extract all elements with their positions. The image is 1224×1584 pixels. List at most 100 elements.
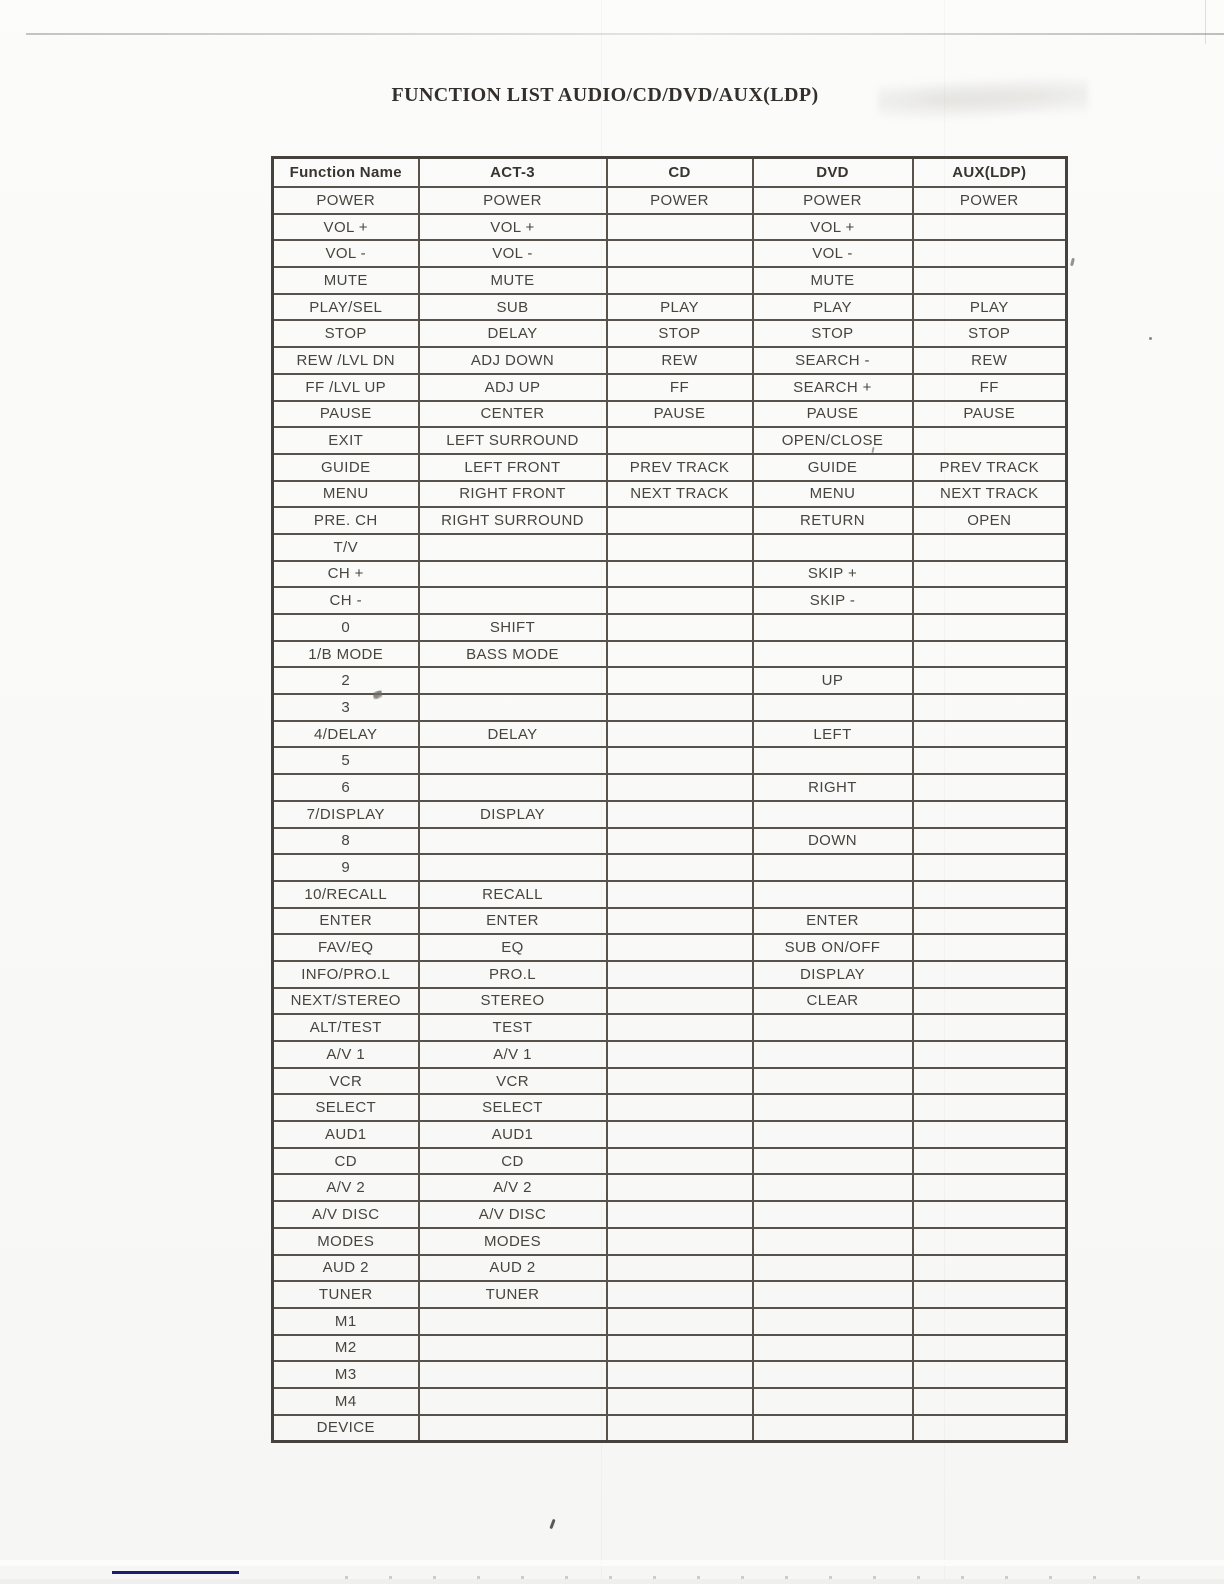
table-cell: POWER (911, 186, 1068, 215)
table-cell (605, 799, 754, 829)
table-cell (605, 506, 754, 535)
table-cell: SELECT (271, 1093, 420, 1123)
table-cell (605, 826, 754, 856)
table-cell: 8 (271, 826, 420, 856)
table-cell: 10/RECALL (271, 879, 420, 909)
table-cell: SEARCH - (751, 346, 914, 375)
table-cell (417, 693, 608, 722)
table-cell: PAUSE (911, 399, 1068, 429)
table-cell: GUIDE (271, 452, 420, 482)
table-cell (751, 1200, 914, 1229)
table-cell (605, 746, 754, 776)
table-cell: TEST (417, 1013, 608, 1042)
table-cell (911, 639, 1068, 669)
table-cell: VOL + (417, 212, 608, 242)
table-cell (605, 1066, 754, 1096)
table-cell (751, 853, 914, 882)
table-cell: M1 (271, 1306, 420, 1336)
table-row: CH + SKIP + (271, 559, 1068, 589)
table-cell (605, 1253, 754, 1283)
table-cell (911, 1386, 1068, 1416)
table-cell: VOL - (751, 239, 914, 269)
table-cell (911, 266, 1068, 295)
table-cell (911, 906, 1068, 936)
table-cell: CH - (271, 586, 420, 615)
table-cell: AUD 2 (417, 1253, 608, 1283)
table-cell (417, 1360, 608, 1389)
table-cell: ENTER (417, 906, 608, 936)
table-cell (605, 613, 754, 642)
table-cell (605, 586, 754, 615)
table-cell (911, 1280, 1068, 1309)
column-header-aux-ldp: AUX(LDP) (911, 156, 1068, 188)
table-cell: OPEN/CLOSE (751, 426, 914, 455)
table-cell: RECALL (417, 879, 608, 909)
table-cell (417, 853, 608, 882)
table-row: T/V (271, 532, 1068, 562)
table-row: 6 RIGHT (271, 773, 1068, 802)
table-cell: A/V DISC (271, 1200, 420, 1229)
table-cell: ENTER (751, 906, 914, 936)
function-table: Function Name ACT-3 CD DVD AUX(LDP) POWER POW… (271, 156, 1068, 1444)
table-row: 0 SHIFT (271, 613, 1068, 642)
table-cell: ALT/TEST (271, 1013, 420, 1042)
table-cell: PREV TRACK (605, 452, 754, 482)
table-cell (605, 933, 754, 962)
scan-speck (1149, 337, 1152, 340)
table-cell (911, 1093, 1068, 1123)
table-row: VOL - VOL - VOL - (271, 239, 1068, 269)
table-cell: SUB ON/OFF (751, 933, 914, 962)
table-cell (605, 1093, 754, 1123)
table-cell: OPEN (911, 506, 1068, 535)
table-cell (911, 879, 1068, 909)
table-cell (605, 879, 754, 909)
table-cell (605, 1280, 754, 1309)
table-cell (751, 1226, 914, 1256)
table-cell (605, 906, 754, 936)
table-cell: POWER (417, 186, 608, 215)
table-cell (911, 426, 1068, 455)
table-cell (911, 1413, 1068, 1443)
table-row: EXIT LEFT SURROUND OPEN/CLOSE (271, 426, 1068, 455)
table-cell: TUNER (271, 1280, 420, 1309)
table-cell: POWER (605, 186, 754, 215)
table-cell: RIGHT SURROUND (417, 506, 608, 535)
table-cell (605, 986, 754, 1016)
table-cell (911, 1173, 1068, 1203)
table-cell (605, 1013, 754, 1042)
table-row: FAV/EQ EQ SUB ON/OFF (271, 933, 1068, 962)
table-cell: PRO.L (417, 959, 608, 989)
table-cell: INFO/PRO.L (271, 959, 420, 989)
table-cell (417, 746, 608, 776)
table-cell (911, 1226, 1068, 1256)
table-cell: T/V (271, 532, 420, 562)
table-cell (911, 1200, 1068, 1229)
table-cell (417, 532, 608, 562)
table-cell: PLAY (751, 292, 914, 322)
scan-edge-line (1205, 0, 1206, 44)
table-cell: DELAY (417, 319, 608, 349)
table-row: TUNER TUNER (271, 1280, 1068, 1309)
table-cell: MUTE (271, 266, 420, 295)
table-cell: PREV TRACK (911, 452, 1068, 482)
table-body: POWER POWER POWER POWER POWER VOL + VOL + VOL +… (271, 186, 1068, 1443)
table-row: M1 (271, 1306, 1068, 1336)
table-cell (911, 559, 1068, 589)
table-cell (751, 879, 914, 909)
table-row: A/V 1 A/V 1 (271, 1040, 1068, 1069)
table-cell: SUB (417, 292, 608, 322)
table-cell: CD (271, 1146, 420, 1176)
table-row: A/V 2 A/V 2 (271, 1173, 1068, 1203)
table-cell: A/V 1 (271, 1040, 420, 1069)
table-cell (911, 1066, 1068, 1096)
scan-speck (372, 690, 383, 700)
table-cell (751, 1386, 914, 1416)
table-row: CH - SKIP - (271, 586, 1068, 615)
table-row: 10/RECALL RECALL (271, 879, 1068, 909)
table-row: M3 (271, 1360, 1068, 1389)
table-cell (751, 1173, 914, 1203)
table-cell (911, 1040, 1068, 1069)
table-cell: ADJ UP (417, 372, 608, 402)
table-cell (911, 959, 1068, 989)
